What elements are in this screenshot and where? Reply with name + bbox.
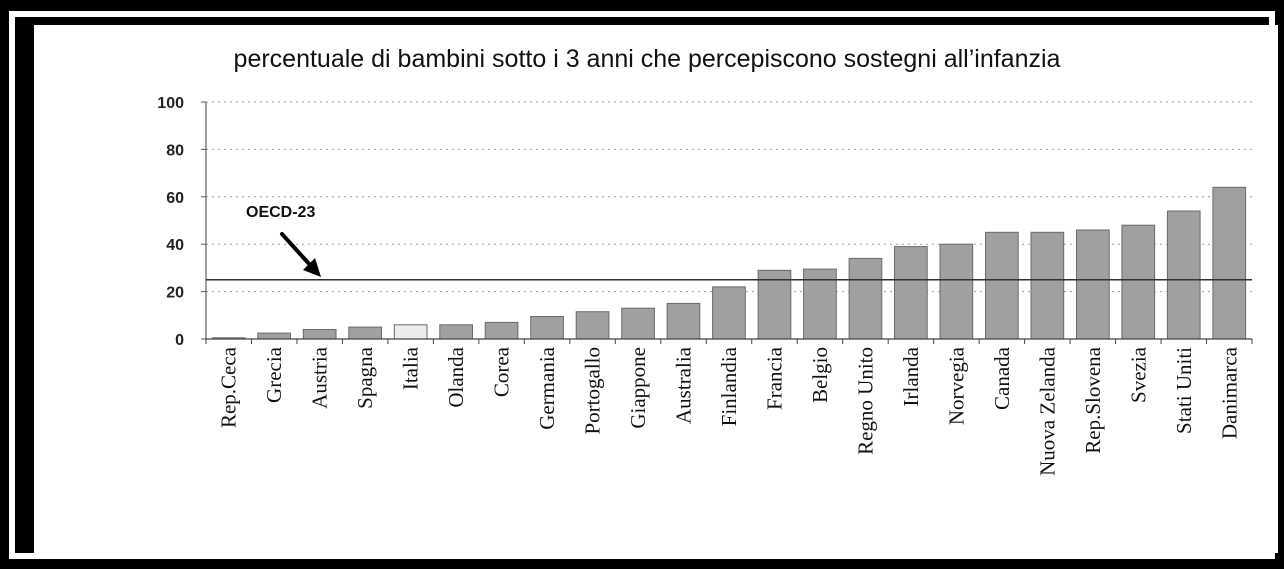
bar-irlanda bbox=[894, 246, 928, 340]
x-tick-label: Corea bbox=[490, 346, 514, 397]
x-tick-label: Regno Unito bbox=[853, 347, 877, 455]
x-tick-label: Italia bbox=[399, 346, 423, 390]
x-tick-label: Olanda bbox=[444, 346, 468, 407]
x-tick-label: Belgio bbox=[808, 347, 832, 403]
bar-portogallo bbox=[575, 311, 610, 340]
bar-svezia bbox=[1121, 224, 1156, 340]
x-tick-label: Danimarca bbox=[1217, 346, 1241, 439]
bar-canada bbox=[985, 231, 1019, 340]
bar-germania bbox=[530, 316, 564, 340]
y-axis-ticks: 0 20 40 60 80 100 bbox=[157, 95, 206, 349]
bar-giappone bbox=[621, 307, 655, 340]
chart-background bbox=[34, 25, 1278, 553]
bar-finlandia bbox=[712, 286, 746, 340]
bars bbox=[211, 186, 1247, 340]
bar-austria bbox=[302, 329, 337, 340]
bar-australia bbox=[666, 302, 701, 340]
x-tick-label: Spagna bbox=[353, 346, 377, 409]
oecd-reference-label: OECD-23 bbox=[246, 204, 315, 221]
x-tick-label: Austria bbox=[308, 346, 332, 409]
x-tick-label: Rep.Slovena bbox=[1081, 346, 1105, 453]
x-tick-label: Svezia bbox=[1126, 346, 1150, 403]
axes bbox=[205, 102, 1253, 344]
bar-grecia bbox=[257, 332, 291, 340]
y-tick-label: 100 bbox=[157, 95, 184, 112]
x-tick-label: Australia bbox=[672, 346, 696, 424]
x-tick-label: Grecia bbox=[262, 346, 286, 403]
chart-title: percentuale di bambini sotto i 3 anni ch… bbox=[234, 45, 1061, 73]
x-tick-label: Canada bbox=[990, 346, 1014, 410]
x-axis-ticks: Rep.Ceca Grecia Austria Spagna Italia Olanda C… bbox=[217, 346, 1242, 476]
arrow-icon bbox=[280, 232, 313, 268]
x-tick-label: Germania bbox=[535, 346, 559, 429]
x-tick-label: Finlandia bbox=[717, 346, 741, 426]
bar-regno-unito bbox=[848, 257, 883, 340]
bar-nuova-zelanda bbox=[1030, 231, 1065, 340]
y-tick-label: 40 bbox=[166, 237, 184, 254]
arrow-head-icon bbox=[303, 258, 321, 277]
x-tick-label: Francia bbox=[763, 346, 787, 410]
x-tick-label: Portogallo bbox=[581, 347, 605, 435]
oecd-reference: OECD-23 bbox=[206, 204, 1252, 281]
x-tick-label: Irlanda bbox=[899, 346, 923, 406]
y-tick-label: 0 bbox=[175, 332, 184, 349]
bar-corea bbox=[484, 321, 519, 340]
bar-danimarca bbox=[1212, 186, 1247, 340]
x-tick-label: Giappone bbox=[626, 347, 650, 429]
y-tick-label: 60 bbox=[166, 190, 184, 207]
x-tick-label: Nuova Zelanda bbox=[1035, 346, 1059, 476]
bar-italia bbox=[393, 324, 428, 340]
bar-spagna bbox=[348, 326, 382, 340]
y-tick-label: 20 bbox=[166, 285, 184, 302]
bar-francia bbox=[757, 269, 792, 340]
bar-norvegia bbox=[939, 243, 974, 340]
x-tick-label: Stati Uniti bbox=[1172, 347, 1196, 434]
bar-belgio bbox=[803, 268, 837, 340]
y-tick-label: 80 bbox=[166, 142, 184, 159]
bar-olanda bbox=[439, 324, 473, 340]
x-tick-label: Norvegia bbox=[944, 346, 968, 425]
bar-rep-slovena bbox=[1076, 229, 1110, 340]
bar-stati-uniti bbox=[1166, 210, 1201, 340]
x-tick-label: Rep.Ceca bbox=[217, 346, 241, 428]
